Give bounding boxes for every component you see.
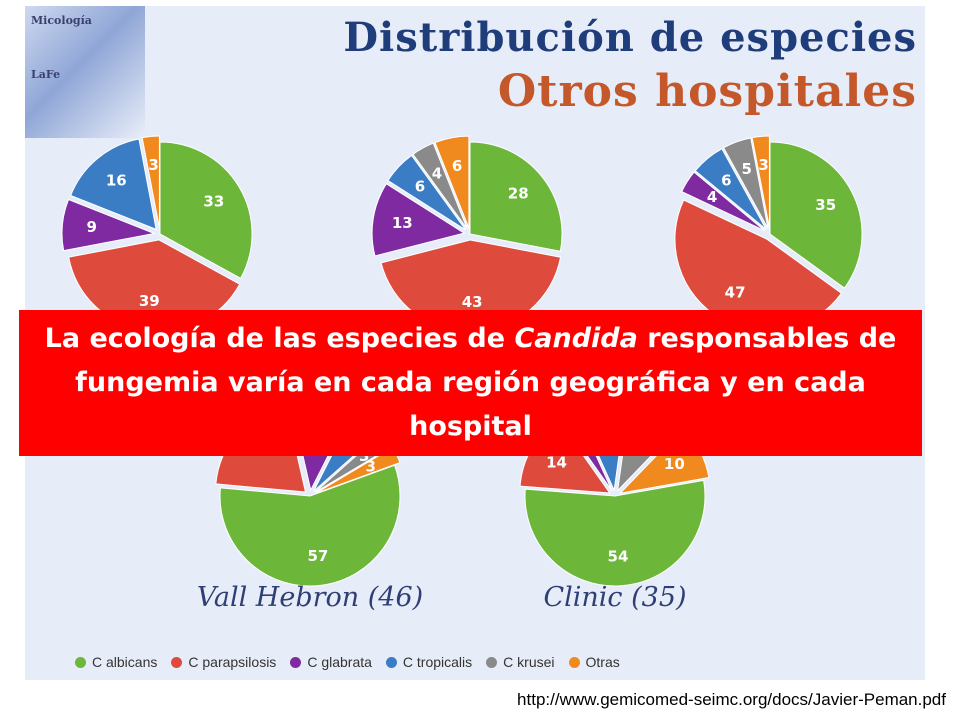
legend-swatch (75, 656, 86, 668)
slide-title-line-1: Distribución de especies (343, 14, 917, 61)
slice-value-label: 43 (462, 293, 483, 311)
legend-swatch (486, 656, 498, 668)
slice-value-label: 39 (139, 292, 160, 310)
pie-slice (722, 137, 769, 229)
legend-swatch (290, 656, 302, 668)
legend-item: C parapsilosis (171, 654, 276, 670)
legend-item: Otras (568, 654, 620, 670)
legend-swatch (171, 656, 183, 668)
legend-label: Otras (585, 654, 620, 670)
slice-value-label: 57 (307, 547, 328, 565)
slice-value-label: 3 (365, 458, 375, 476)
pie-slice (159, 141, 253, 280)
legend-label: C krusei (503, 654, 555, 670)
legend-item: C tropicalis (385, 654, 473, 670)
pie-slice (751, 135, 770, 229)
slice-value-label: 6 (721, 172, 731, 190)
pie-slice (469, 141, 563, 252)
legend-item: C albicans (75, 654, 157, 670)
pie-slice (434, 135, 470, 229)
pie-slice (524, 479, 706, 587)
legend-label: C tropicalis (402, 654, 473, 670)
micologia-logo: Micología LaFe (25, 6, 145, 138)
legend-label: C albicans (92, 654, 158, 670)
source-url: http://www.gemicomed-seimc.org/docs/Javi… (517, 690, 946, 709)
pie-slice (371, 183, 466, 257)
slice-value-label: 3 (758, 156, 768, 174)
slice-value-label: 33 (203, 193, 224, 211)
slice-value-label: 28 (508, 185, 529, 203)
pie-slice (681, 171, 766, 232)
pie-slice (769, 141, 863, 289)
slice-value-label: 4 (432, 164, 442, 182)
hospital-label: Vall Hebron (46) (197, 582, 423, 613)
chart-legend: C albicans C parapsilosis C glabrata C trop… (75, 654, 620, 670)
logo-line-1: Micología (31, 14, 92, 27)
hospital-label: Clinic (35) (543, 582, 686, 613)
legend-item: C glabrata (290, 654, 372, 670)
conclusion-text-italic: Candida (514, 323, 638, 354)
conclusion-text-part-1: La ecología de las especies de (44, 323, 515, 354)
legend-swatch (385, 656, 397, 668)
legend-item: C krusei (486, 654, 555, 670)
pie-slice (219, 464, 401, 587)
pie-slice (61, 198, 156, 252)
conclusion-text: La ecología de las especies de Candida r… (31, 317, 910, 449)
pie-slice (694, 148, 767, 230)
slice-value-label: 14 (546, 453, 567, 471)
slice-value-label: 47 (725, 284, 746, 302)
pie-chart-1: 33 39 9 16 3 (61, 135, 253, 333)
pie-slice (387, 154, 467, 231)
slice-value-label: 6 (452, 157, 462, 175)
pie-slice (141, 135, 160, 229)
slide-title-line-2: Otros hospitales (497, 66, 917, 117)
conclusion-banner: La ecología de las especies de Candida r… (19, 310, 922, 456)
slice-value-label: 16 (106, 172, 127, 190)
legend-label: C glabrata (307, 654, 372, 670)
pie-slice (69, 138, 157, 231)
slice-value-label: 5 (742, 160, 752, 178)
slice-value-label: 4 (707, 188, 717, 206)
slice-value-label: 9 (87, 218, 97, 236)
slice-value-label: 10 (664, 455, 685, 473)
slice-value-label: 54 (608, 548, 629, 566)
slice-value-label: 3 (148, 156, 158, 174)
conclusion-text-part-2: responsables de fungemia varía en cada r… (75, 323, 897, 442)
slice-value-label: 6 (415, 178, 425, 196)
pie-chart-3: 35 47 465 3 (674, 135, 863, 332)
logo-line-2: LaFe (31, 68, 61, 81)
legend-swatch (568, 656, 580, 668)
slice-value-label: 35 (815, 196, 836, 214)
slice-value-label: 13 (392, 214, 413, 232)
legend-label: C parapsilosis (188, 654, 277, 670)
pie-slice (412, 142, 468, 230)
